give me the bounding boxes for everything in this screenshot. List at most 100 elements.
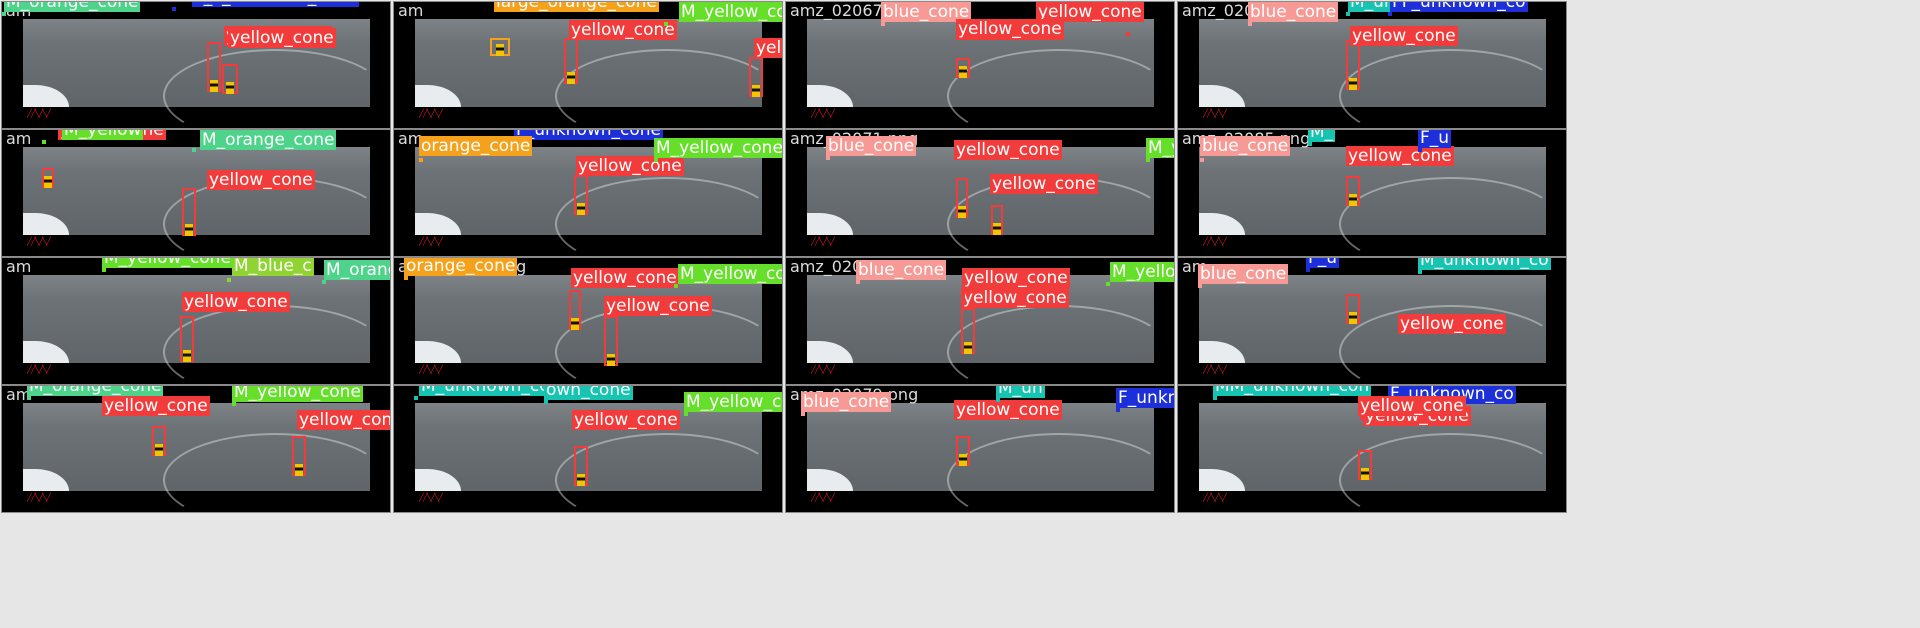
class-label: yellow_cone (102, 396, 210, 416)
class-label: yellow_cone (956, 19, 1064, 39)
bounding-box (569, 290, 581, 330)
bounding-box (182, 188, 196, 236)
car-nose (807, 85, 853, 107)
bounding-box (42, 168, 54, 188)
class-label: large_orange_cone (494, 2, 659, 12)
cone-icon (496, 44, 504, 56)
class-label: M_orange_cone (4, 2, 141, 12)
class-label: M_yellow_cone (678, 264, 782, 284)
class-label: orange_cone (404, 258, 518, 276)
bounding-box (1106, 282, 1110, 286)
cone-icon (959, 66, 967, 78)
bounding-box (490, 38, 510, 56)
cone-icon (44, 176, 52, 188)
class-label: M_yellow_cone (102, 258, 233, 268)
class-label: F_F_unknown_cone (192, 2, 360, 7)
cone-icon (1349, 194, 1357, 206)
bounding-box (404, 276, 408, 280)
class-label: M_ye (1146, 138, 1174, 158)
bounding-box (1360, 416, 1364, 420)
bounding-box (1306, 268, 1310, 272)
class-label: blue_cone (1198, 264, 1289, 284)
bounding-box (1200, 158, 1204, 162)
class-label: yellow_cone (297, 410, 390, 430)
amz-logo-icon (419, 365, 457, 374)
bounding-box (102, 268, 106, 272)
amz-logo-icon (27, 237, 65, 246)
cone-icon (1349, 78, 1357, 90)
image-tile: amyellow_coneyellow_coneM_orange_coneM_y… (1, 385, 391, 513)
bounding-box (232, 402, 236, 406)
bounding-box (801, 412, 805, 416)
car-nose (415, 213, 461, 235)
image-tile: yellow_coneMM_unknown_conF_unknown_coyel… (1177, 385, 1567, 513)
bounding-box (1146, 158, 1150, 162)
amz-logo-icon (1203, 237, 1241, 246)
cone-icon (183, 350, 191, 362)
cone-icon (210, 80, 218, 92)
class-label: yellow_cone (954, 400, 1062, 420)
class-label: yellow_cone (571, 268, 679, 288)
class-label: yellow_cone (207, 170, 315, 190)
cone-icon (752, 85, 760, 97)
filename-label: am (398, 130, 424, 148)
bounding-box (222, 64, 238, 94)
cone-icon (1361, 468, 1369, 480)
bounding-box (604, 316, 618, 366)
cone-icon (993, 223, 1001, 235)
cone-icon (964, 342, 972, 354)
image-tile: amz_02067.pngyellow_coneyellow_coneblue_… (785, 1, 1175, 129)
bounding-box (1358, 450, 1372, 480)
bounding-box (574, 446, 588, 486)
class-label: yellow_cone (1358, 396, 1466, 416)
cone-icon (226, 82, 234, 94)
bounding-box (956, 436, 970, 466)
cone-icon (567, 72, 575, 84)
bounding-box (1126, 32, 1130, 36)
cone-icon (577, 203, 585, 215)
cone-icon (571, 318, 579, 330)
amz-logo-icon (419, 109, 457, 118)
bounding-box (664, 22, 668, 26)
filename-label: am (6, 386, 32, 404)
cone-icon (577, 474, 585, 486)
image-tile: am yellow_cone M_blue_cM_yellow_cone M_oran… (1, 257, 391, 385)
image-tile: amz_02082.pngyellow_coneblue_coneM_unFF_… (1177, 1, 1567, 129)
image-tile: am yellow_cone F_unknown_coneM_yellow_cone… (393, 129, 783, 257)
car-nose (1199, 85, 1245, 107)
amz-logo-icon (811, 493, 849, 502)
bounding-box (654, 158, 658, 162)
bounding-box (322, 280, 326, 284)
bounding-box (1418, 270, 1422, 274)
class-label: yellow_cone (754, 38, 782, 58)
amz-logo-icon (811, 109, 849, 118)
car-nose (807, 341, 853, 363)
bounding-box (749, 57, 763, 97)
bounding-box (2, 12, 6, 16)
bounding-box (961, 308, 975, 354)
class-label: F_unknown (1116, 388, 1174, 408)
bounding-box (152, 426, 166, 456)
detection-grid: am yellow_cone yellow_cone M_orange_cone F_F… (0, 0, 1568, 514)
image-tile: amz_02071.pngyellow_coneyellow_coneblue_… (785, 129, 1175, 257)
class-label: M_unknown_co (1418, 258, 1551, 270)
class-label: yellow_cone (572, 410, 680, 430)
bounding-box (956, 58, 970, 78)
bounding-box (1346, 12, 1350, 16)
class-label: M_yellow (62, 130, 144, 140)
image-tile: amz_02048.pngyellow_coneyellow_coneorang… (393, 257, 783, 385)
bounding-box (856, 280, 860, 284)
class-label: yellow_cone (990, 174, 1098, 194)
bounding-box (956, 178, 968, 218)
bounding-box (544, 400, 548, 404)
bounding-box (684, 412, 688, 416)
class-label: own_cone (544, 386, 633, 400)
amz-logo-icon (811, 237, 849, 246)
class-label: M_unknown_cone (419, 386, 573, 396)
car-nose (807, 213, 853, 235)
bounding-box (292, 436, 306, 476)
cone-icon (295, 464, 303, 476)
bounding-box (172, 7, 176, 11)
bounding-box (1213, 396, 1217, 400)
